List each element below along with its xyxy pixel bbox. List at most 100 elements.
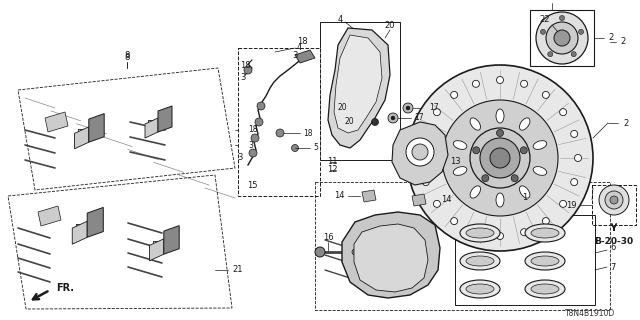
Polygon shape — [295, 50, 315, 63]
Text: 17: 17 — [414, 114, 424, 123]
Ellipse shape — [466, 284, 494, 294]
Text: 2: 2 — [620, 37, 626, 46]
Text: 21: 21 — [232, 266, 243, 275]
Circle shape — [412, 144, 428, 160]
Text: 18: 18 — [248, 125, 257, 134]
Circle shape — [571, 130, 578, 137]
Polygon shape — [38, 206, 61, 226]
Circle shape — [472, 229, 479, 236]
Polygon shape — [362, 190, 376, 202]
Circle shape — [490, 148, 510, 168]
Text: 5: 5 — [313, 143, 318, 153]
Polygon shape — [89, 114, 104, 142]
Ellipse shape — [533, 141, 547, 149]
Circle shape — [442, 100, 558, 216]
Circle shape — [497, 233, 504, 239]
Ellipse shape — [525, 252, 565, 270]
Circle shape — [520, 229, 527, 236]
Bar — [315, 182, 610, 310]
Ellipse shape — [520, 118, 530, 130]
Text: 20: 20 — [337, 103, 347, 113]
Bar — [455, 215, 595, 305]
Ellipse shape — [525, 280, 565, 298]
Text: 2: 2 — [623, 118, 628, 127]
Circle shape — [536, 12, 588, 64]
Text: 1: 1 — [522, 194, 527, 203]
Circle shape — [403, 103, 413, 113]
Bar — [592, 185, 636, 225]
Circle shape — [433, 109, 440, 116]
Text: 15: 15 — [247, 180, 257, 189]
Circle shape — [388, 113, 398, 123]
Ellipse shape — [470, 186, 481, 198]
Circle shape — [422, 130, 429, 137]
Circle shape — [610, 196, 618, 204]
Text: 3: 3 — [248, 140, 253, 149]
Text: 14: 14 — [335, 191, 345, 201]
Ellipse shape — [520, 186, 530, 198]
Text: 3: 3 — [292, 51, 298, 60]
Text: 7: 7 — [610, 262, 616, 271]
Text: 8: 8 — [124, 51, 130, 60]
Polygon shape — [145, 118, 158, 138]
Bar — [530, 10, 594, 66]
Polygon shape — [392, 122, 448, 185]
Circle shape — [244, 66, 252, 74]
Circle shape — [257, 102, 265, 110]
Ellipse shape — [460, 224, 500, 242]
Ellipse shape — [466, 256, 494, 266]
Text: 17: 17 — [429, 103, 438, 113]
Polygon shape — [45, 112, 68, 132]
Ellipse shape — [460, 252, 500, 270]
Circle shape — [572, 52, 576, 57]
Circle shape — [473, 147, 480, 154]
Ellipse shape — [496, 109, 504, 123]
Circle shape — [571, 179, 578, 186]
Text: 2: 2 — [608, 34, 613, 43]
Circle shape — [251, 134, 259, 142]
Text: 18: 18 — [303, 129, 312, 138]
Circle shape — [546, 22, 578, 54]
Circle shape — [391, 116, 395, 120]
Polygon shape — [342, 212, 440, 298]
Circle shape — [599, 185, 629, 215]
Circle shape — [548, 52, 553, 57]
Text: 6: 6 — [610, 243, 616, 252]
Circle shape — [407, 65, 593, 251]
Circle shape — [480, 138, 520, 178]
Text: 11: 11 — [327, 157, 337, 166]
Text: 12: 12 — [327, 165, 337, 174]
Text: FR.: FR. — [56, 283, 74, 293]
Text: 14: 14 — [441, 196, 451, 204]
Circle shape — [315, 247, 325, 257]
Polygon shape — [87, 207, 103, 237]
Text: 16: 16 — [323, 233, 333, 242]
Polygon shape — [150, 239, 164, 261]
Circle shape — [482, 175, 489, 182]
Text: 4: 4 — [337, 14, 342, 23]
Circle shape — [276, 129, 284, 137]
Text: 19: 19 — [566, 201, 577, 210]
Ellipse shape — [460, 280, 500, 298]
Ellipse shape — [496, 193, 504, 207]
Circle shape — [291, 145, 298, 151]
Ellipse shape — [531, 228, 559, 238]
Text: 18: 18 — [240, 60, 251, 69]
Ellipse shape — [533, 167, 547, 175]
Bar — [320, 22, 400, 160]
Circle shape — [542, 92, 549, 98]
Text: B-20-30: B-20-30 — [595, 236, 634, 245]
Circle shape — [559, 200, 566, 207]
Circle shape — [451, 92, 458, 98]
Circle shape — [249, 149, 257, 157]
Polygon shape — [334, 35, 382, 133]
Circle shape — [559, 109, 566, 116]
Ellipse shape — [531, 256, 559, 266]
Polygon shape — [72, 221, 87, 244]
Text: 18: 18 — [297, 37, 307, 46]
Circle shape — [605, 191, 623, 209]
Polygon shape — [354, 224, 428, 292]
Text: 22: 22 — [547, 0, 557, 3]
Circle shape — [406, 106, 410, 110]
Text: 8: 8 — [124, 53, 130, 62]
